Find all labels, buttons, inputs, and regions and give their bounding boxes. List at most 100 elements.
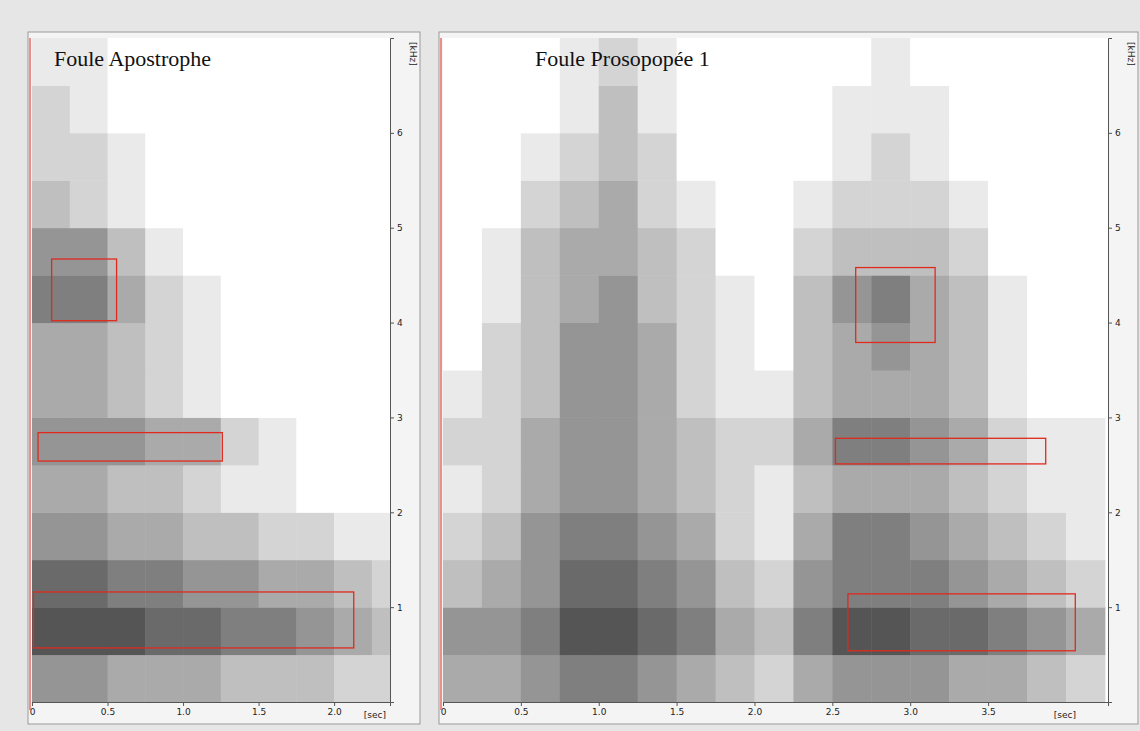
spectrogram-cell xyxy=(482,275,521,323)
y-tick-mark xyxy=(390,228,394,229)
spectrogram-cell xyxy=(910,607,949,655)
spectrogram-cell xyxy=(949,465,988,513)
spectrogram-cell xyxy=(443,417,482,465)
spectrogram-cell xyxy=(108,560,146,608)
spectrogram-cell xyxy=(70,417,108,465)
x-tick: 3.0 xyxy=(904,702,919,717)
spectrogram-cell xyxy=(560,323,599,371)
spectrogram-cell xyxy=(70,465,108,513)
spectrogram-cell xyxy=(560,275,599,323)
spectrogram-cell xyxy=(793,275,832,323)
spectrogram-cell xyxy=(599,417,638,465)
spectrogram-cell xyxy=(145,275,183,323)
spectrogram-cell xyxy=(677,228,716,276)
spectrogram-cell xyxy=(259,465,297,513)
spectrogram-cell xyxy=(793,607,832,655)
spectrogram-cell xyxy=(716,133,755,181)
spectrogram-cell xyxy=(334,180,372,228)
y-tick-label: 5 xyxy=(1115,223,1121,233)
x-tick-label: 3.5 xyxy=(981,707,995,717)
spectrogram-cell xyxy=(832,323,871,371)
spectrogram-cell xyxy=(443,228,482,276)
spectrogram-cell xyxy=(910,85,949,133)
spectrogram-cell xyxy=(334,465,372,513)
x-tick: 2.0 xyxy=(748,702,763,717)
spectrogram-cell xyxy=(793,560,832,608)
spectrogram-cell xyxy=(910,560,949,608)
spectrogram-cell xyxy=(754,417,793,465)
spectrogram-cell xyxy=(599,323,638,371)
y-tick: 4 xyxy=(390,318,403,328)
spectrogram-cell xyxy=(910,38,949,86)
x-axis-line xyxy=(33,703,391,707)
x-tick-mark xyxy=(259,702,260,706)
spectrogram-cell xyxy=(259,133,297,181)
panel: 00.51.01.52.02.53.03.5123456[sec][kHz]Fo… xyxy=(439,32,1138,724)
spectrogram-cell xyxy=(793,417,832,465)
spectrogram-cell xyxy=(754,465,793,513)
spectrogram-cell xyxy=(1066,465,1105,513)
spectrogram-cell xyxy=(259,512,297,560)
spectrogram-cell xyxy=(70,85,108,133)
spectrogram-cell xyxy=(754,228,793,276)
spectrogram-cell xyxy=(259,323,297,371)
spectrogram-cell xyxy=(183,133,221,181)
y-tick: 3 xyxy=(390,413,403,423)
spectrogram-cell xyxy=(334,323,372,371)
spectrogram-cell xyxy=(32,180,70,228)
background xyxy=(0,0,1140,731)
spectrogram-cell xyxy=(183,655,221,702)
spectrogram-cell xyxy=(560,607,599,655)
x-tick: 0.5 xyxy=(514,702,528,717)
spectrogram-cell xyxy=(560,465,599,513)
spectrogram-cell xyxy=(871,560,910,608)
spectrogram-cell xyxy=(372,275,390,323)
x-tick-label: 0 xyxy=(441,707,447,717)
spectrogram-cell xyxy=(521,607,560,655)
spectrogram-cell xyxy=(599,180,638,228)
spectrogram-cell xyxy=(108,133,146,181)
plot-area xyxy=(32,38,390,702)
spectrogram-cell xyxy=(716,180,755,228)
spectrogram-cell xyxy=(560,85,599,133)
spectrogram-cell xyxy=(716,85,755,133)
y-tick-label: 3 xyxy=(397,413,403,423)
spectrogram-cell xyxy=(1027,465,1066,513)
y-tick-mark xyxy=(390,417,394,418)
spectrogram-cell xyxy=(334,38,372,86)
spectrogram-cell xyxy=(1027,370,1066,418)
panel: 00.51.01.52.0123456[sec][kHz]Foule Apost… xyxy=(28,32,420,724)
spectrogram-cell xyxy=(70,655,108,702)
spectrogram-cell xyxy=(754,133,793,181)
spectrogram-cell xyxy=(221,512,259,560)
spectrogram-cell xyxy=(32,85,70,133)
x-tick-mark xyxy=(183,702,184,706)
spectrogram-cell xyxy=(988,607,1027,655)
spectrogram-cell xyxy=(334,512,372,560)
spectrogram-cell xyxy=(443,370,482,418)
spectrogram-cell xyxy=(108,370,146,418)
plot-area xyxy=(443,38,1108,702)
spectrogram-cell xyxy=(988,370,1027,418)
spectrogram-cell xyxy=(832,85,871,133)
spectrogram-cell xyxy=(334,228,372,276)
spectrogram-cell xyxy=(443,560,482,608)
y-tick-label: 6 xyxy=(397,128,403,138)
y-tick-mark xyxy=(1108,228,1112,229)
y-tick-label: 1 xyxy=(397,603,403,613)
spectrogram-cell xyxy=(521,655,560,702)
spectrogram-cell xyxy=(677,512,716,560)
spectrogram-cell xyxy=(145,85,183,133)
spectrogram-cell xyxy=(482,560,521,608)
spectrogram-cell xyxy=(910,323,949,371)
spectrogram-cell xyxy=(677,133,716,181)
spectrogram-cell xyxy=(443,275,482,323)
spectrogram-cell xyxy=(832,417,871,465)
x-tick-label: 2.0 xyxy=(748,707,763,717)
spectrogram-cell xyxy=(145,180,183,228)
spectrogram-cell xyxy=(108,275,146,323)
spectrogram-cell xyxy=(949,275,988,323)
x-tick-mark xyxy=(910,702,911,706)
x-tick-label: 1.5 xyxy=(252,707,266,717)
spectrogram-cell xyxy=(1066,655,1105,702)
